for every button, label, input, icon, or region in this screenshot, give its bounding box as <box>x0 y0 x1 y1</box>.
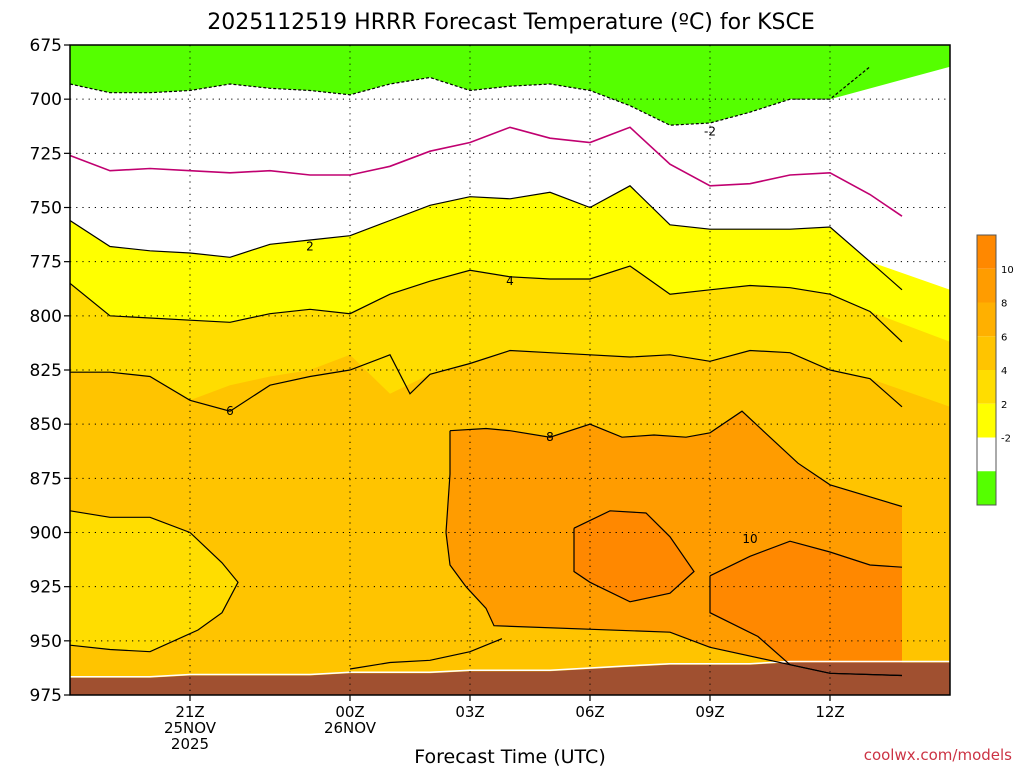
x-axis-label: Forecast Time (UTC) <box>414 746 605 768</box>
ground-fill <box>70 662 950 695</box>
contour-label-9: 10 <box>742 532 757 546</box>
x-tick-label-1-0: 00Z <box>335 703 364 721</box>
y-axis: 675 700 725 750 775 800 825 850 875 900 925 950 975 <box>30 36 70 706</box>
y-tick-label-7: 850 <box>30 415 62 435</box>
contour-line-7 <box>70 510 239 653</box>
contour-label-5: 8 <box>546 430 554 444</box>
x-tick-label-2-0: 03Z <box>455 703 484 721</box>
contour-line-8 <box>573 510 695 603</box>
colorbar-band-6 <box>977 437 996 472</box>
colorbar-band-1 <box>977 268 996 303</box>
colorbar-tick-3: 4 <box>1001 366 1007 377</box>
chart-title: 2025112519 HRRR Forecast Temperature (ºC… <box>207 10 815 35</box>
colorbar-band-5 <box>977 403 996 438</box>
y-tick-label-1: 700 <box>30 90 62 110</box>
contour-line-1 <box>70 126 903 217</box>
contour-line-3 <box>70 265 903 343</box>
cool-pocket-fill <box>70 510 238 652</box>
colorbar-band-7 <box>977 471 996 505</box>
colorbar-tick-5: -2 <box>1001 434 1011 445</box>
y-tick-label-8: 875 <box>30 469 62 489</box>
colorbar-band-3 <box>977 336 996 370</box>
ground-surface-line <box>70 660 950 678</box>
y-tick-label-0: 675 <box>30 36 62 56</box>
x-tick-label-0-1: 25NOV <box>164 719 217 737</box>
contour-label-2: 2 <box>306 240 314 254</box>
contour-lines: -2 2 4 6 8 10 <box>70 66 903 677</box>
x-tick-label-3-0: 06Z <box>575 703 604 721</box>
x-tick-label-0-0: 21Z <box>175 703 204 721</box>
contour-label-3: 4 <box>506 274 514 288</box>
y-tick-label-11: 950 <box>30 632 62 652</box>
contour-label-0: -2 <box>704 125 716 139</box>
watermark-text[interactable]: coolwx.com/models <box>864 746 1012 764</box>
y-tick-label-3: 750 <box>30 199 62 219</box>
contour-line-10 <box>709 575 903 677</box>
y-tick-label-6: 825 <box>30 361 62 381</box>
contour-line-2 <box>70 185 903 291</box>
contour-line-5 <box>449 410 903 508</box>
hot-core-fill-1 <box>710 541 902 676</box>
y-tick-label-12: 975 <box>30 686 62 706</box>
colorbar-band-4 <box>977 370 996 404</box>
y-tick-label-9: 900 <box>30 524 62 544</box>
colorbar-tick-0: 10 <box>1001 265 1014 276</box>
colorbar-band-2 <box>977 302 996 337</box>
x-tick-label-5-0: 12Z <box>815 703 844 721</box>
colorbar-band-0 <box>977 235 996 269</box>
x-tick-label-1-1: 26NOV <box>324 719 377 737</box>
fill-region-green <box>70 45 950 126</box>
colorbar: 10 8 6 4 2 -2 <box>976 234 1014 506</box>
contour-line-9 <box>709 540 903 577</box>
contour-line-0 <box>70 66 871 126</box>
contour-line-4 <box>70 349 903 412</box>
y-tick-label-5: 800 <box>30 307 62 327</box>
y-tick-label-2: 725 <box>30 144 62 164</box>
plot-area <box>70 45 950 695</box>
colorbar-tick-2: 6 <box>1001 332 1007 343</box>
colorbar-tick-4: 2 <box>1001 400 1007 411</box>
x-tick-label-4-0: 09Z <box>695 703 724 721</box>
colorbar-tick-1: 8 <box>1001 299 1007 310</box>
contour-line-11 <box>349 638 503 670</box>
y-tick-label-4: 775 <box>30 253 62 273</box>
hot-core-fill-0 <box>574 510 694 602</box>
y-tick-label-10: 925 <box>30 578 62 598</box>
x-tick-label-0-2: 2025 <box>171 735 209 753</box>
colorbar-frame <box>976 234 997 506</box>
contour-label-4: 6 <box>226 404 234 418</box>
